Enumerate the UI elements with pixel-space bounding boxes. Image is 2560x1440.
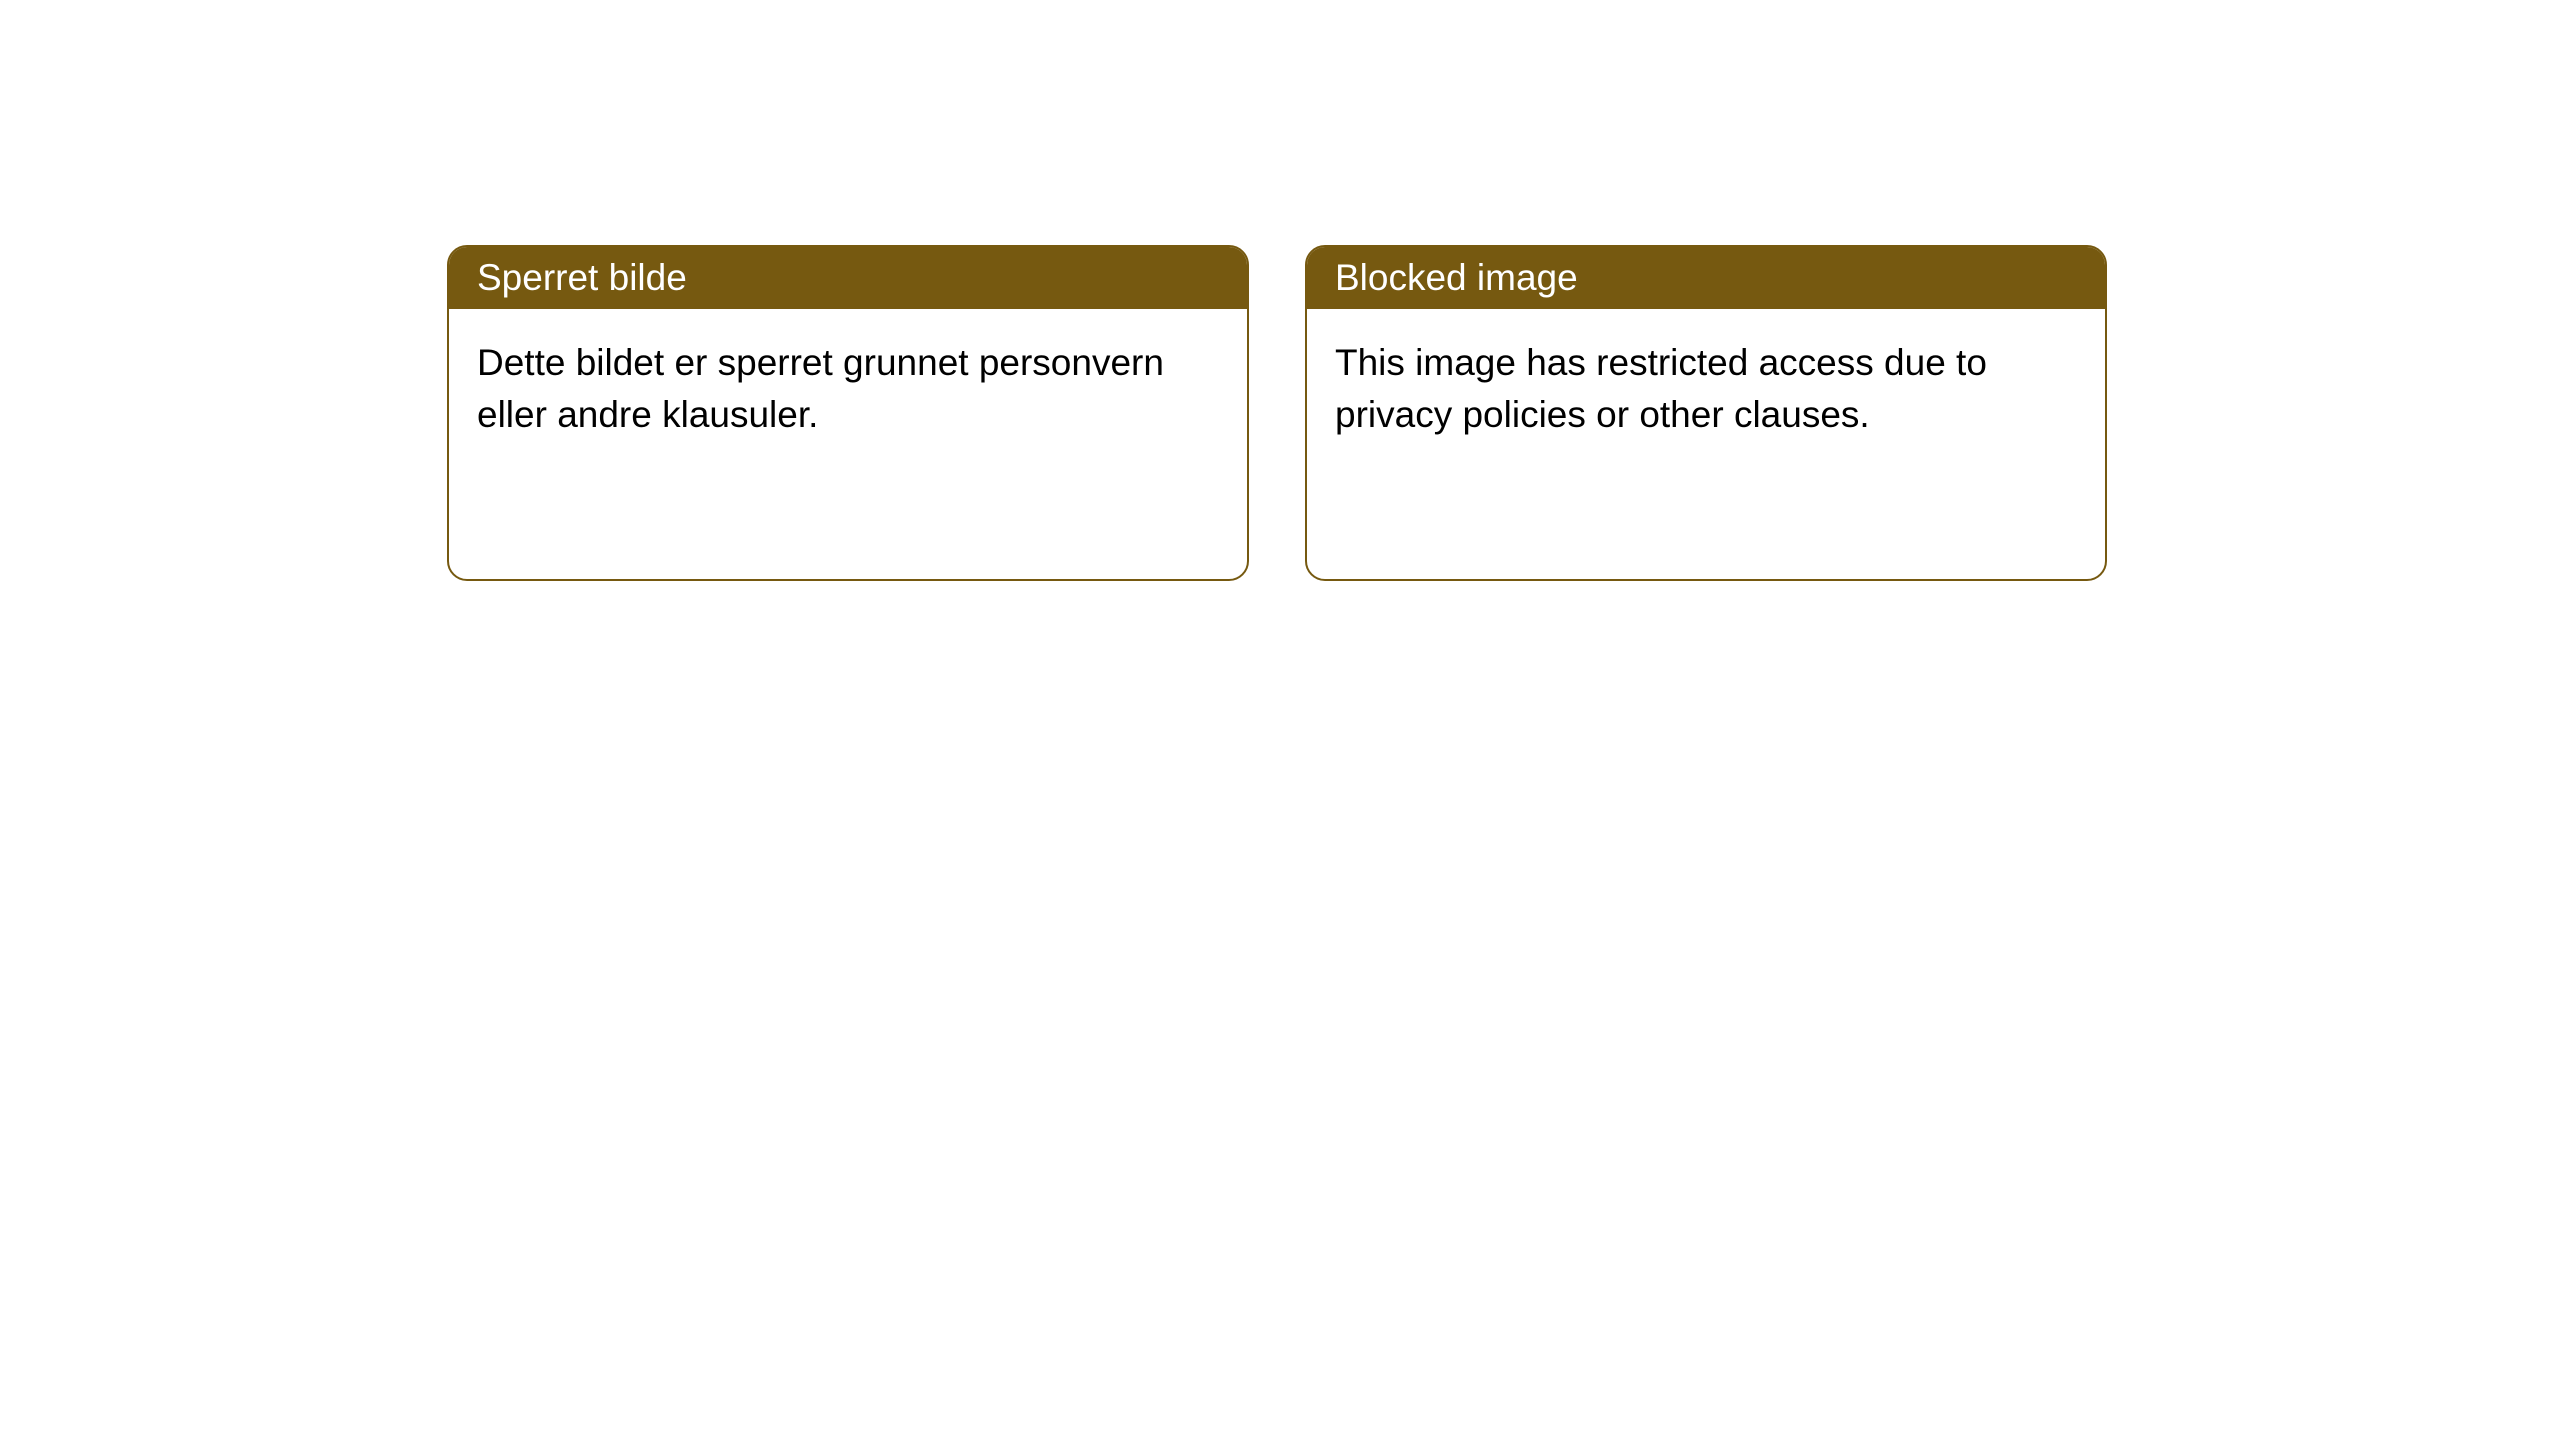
card-title: Sperret bilde [477, 257, 687, 298]
card-header: Blocked image [1307, 247, 2105, 309]
card-body: This image has restricted access due to … [1307, 309, 2105, 469]
cards-container: Sperret bilde Dette bildet er sperret gr… [447, 245, 2107, 581]
card-body: Dette bildet er sperret grunnet personve… [449, 309, 1247, 469]
notice-card-english: Blocked image This image has restricted … [1305, 245, 2107, 581]
card-body-text: Dette bildet er sperret grunnet personve… [477, 342, 1164, 435]
card-body-text: This image has restricted access due to … [1335, 342, 1987, 435]
notice-card-norwegian: Sperret bilde Dette bildet er sperret gr… [447, 245, 1249, 581]
card-header: Sperret bilde [449, 247, 1247, 309]
card-title: Blocked image [1335, 257, 1578, 298]
